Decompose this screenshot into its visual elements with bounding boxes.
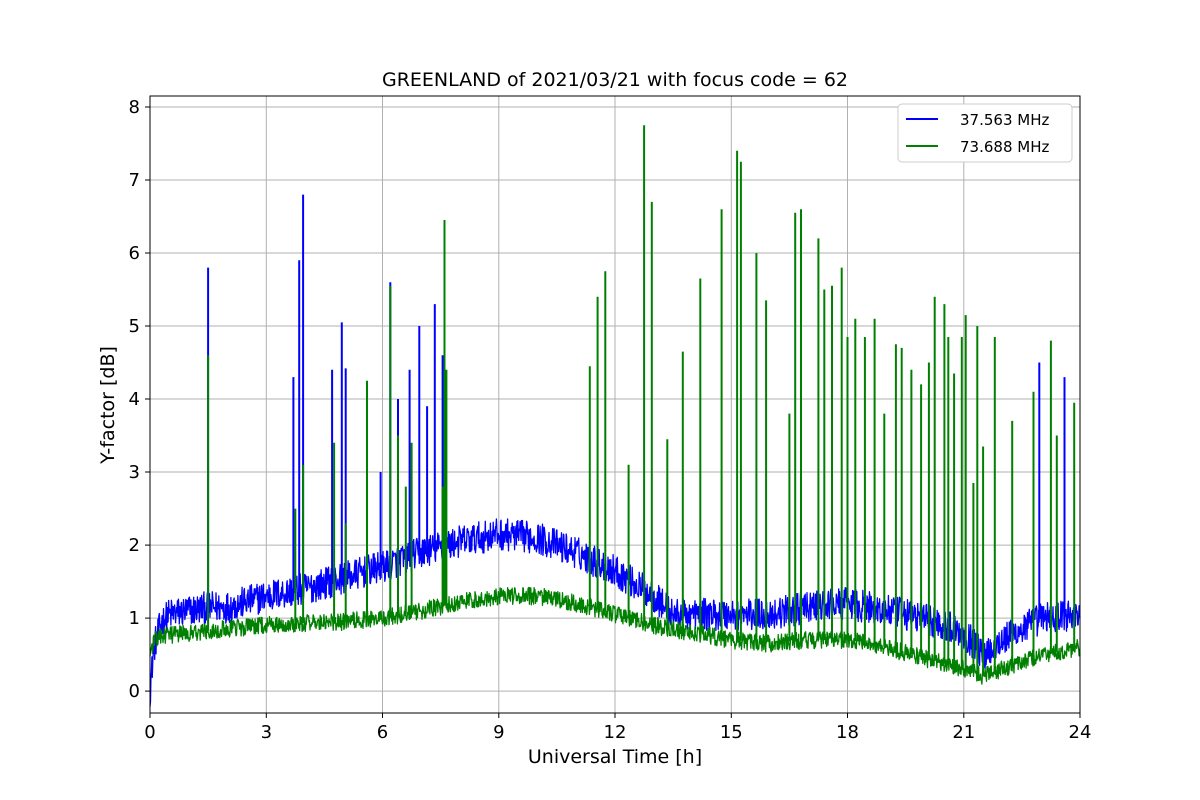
legend: 37.563 MHz 73.688 MHz <box>897 103 1073 163</box>
x-tick-label: 12 <box>604 722 627 743</box>
y-axis-label: Y-factor [dB] <box>97 346 119 465</box>
legend-label-73688: 73.688 MHz <box>960 138 1049 156</box>
y-tick-label: 1 <box>129 608 140 629</box>
series-line-0 <box>149 518 1081 707</box>
y-tick-label: 4 <box>129 389 140 410</box>
y-tick-label: 6 <box>129 243 140 264</box>
x-tick-label: 3 <box>261 722 272 743</box>
x-tick-label: 18 <box>836 722 859 743</box>
series-lines <box>149 125 1081 707</box>
x-tick-label: 21 <box>952 722 975 743</box>
y-tick-label: 0 <box>129 681 140 702</box>
y-tick-label: 7 <box>129 170 140 191</box>
chart-title: GREENLAND of 2021/03/21 with focus code … <box>382 69 848 91</box>
y-tick-label: 8 <box>129 97 140 118</box>
legend-box <box>897 103 1073 163</box>
x-tick-label: 9 <box>493 722 504 743</box>
x-tick-label: 24 <box>1069 722 1092 743</box>
series-line-1 <box>149 586 1081 685</box>
x-tick-label: 0 <box>144 722 155 743</box>
y-tick-label: 2 <box>129 535 140 556</box>
y-tick-label: 5 <box>129 316 140 337</box>
x-tick-label: 15 <box>720 722 743 743</box>
y-tick-label: 3 <box>129 462 140 483</box>
x-tick-label: 6 <box>377 722 388 743</box>
x-axis-label: Universal Time [h] <box>528 746 702 768</box>
legend-label-37563: 37.563 MHz <box>960 111 1049 129</box>
